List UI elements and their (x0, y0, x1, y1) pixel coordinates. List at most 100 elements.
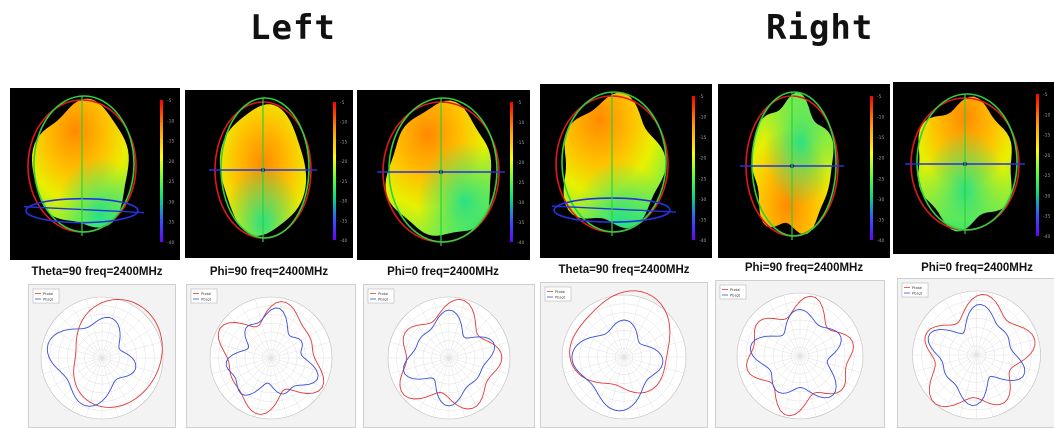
polar-legend-label: Pbsgt (378, 298, 389, 302)
colorbar-tick-label: -35 (340, 218, 347, 224)
colorbar (692, 96, 695, 240)
polar-legend-label: Ptotal (555, 290, 565, 294)
polar-legend-label: Ptotal (730, 288, 740, 292)
colorbar-tick-label: -40 (517, 240, 524, 246)
pattern-3d-right-theta90: -5 -10 -15 -20 -25 -30 -35 -40 (540, 84, 712, 258)
colorbar-tick-label: -25 (1043, 173, 1050, 179)
colorbar-tick-label: -10 (877, 115, 884, 121)
colorbar-tick-label: -35 (1043, 214, 1050, 220)
colorbar-tick-label: -5 (167, 98, 172, 104)
polar-trace-secondary (749, 308, 842, 399)
pattern-3d-left-phi0: -5 -10 -15 -20 -25 -30 -35 -40 (357, 90, 530, 260)
polar-legend: Ptotal Pbsgt (32, 288, 60, 304)
colorbar-tick-label: -30 (167, 199, 174, 205)
colorbar-tick-label: -35 (699, 217, 706, 223)
colorbar-tick-label: -40 (1043, 234, 1050, 240)
colorbar-tick-label: -10 (517, 120, 524, 126)
colorbar-tick-label: -5 (340, 100, 345, 106)
colorbar-tick-label: -15 (340, 139, 347, 145)
pattern-3d-right-phi90: -5 -10 -15 -20 -25 -30 -35 -40 (718, 84, 890, 258)
polar-legend: Ptotal Pbsgt (190, 288, 218, 304)
polar-trace-total (73, 298, 163, 408)
pattern-3d-right-phi0: -5 -10 -15 -20 -25 -30 -35 -40 (893, 82, 1054, 254)
caption-left-theta90: Theta=90 freq=2400MHz (31, 266, 163, 278)
caption-left-phi90: Phi=90 freq=2400MHz (209, 266, 329, 278)
polar-legend: Ptotal Pbsgt (367, 288, 395, 304)
polar-trace-secondary (402, 309, 496, 407)
polar-trace-secondary (571, 319, 664, 412)
colorbar (510, 102, 513, 242)
caption-right-theta90: Theta=90 freq=2400MHz (558, 264, 690, 276)
polar-trace-secondary (927, 303, 1026, 407)
polar-legend-label: Pbsgt (912, 292, 923, 296)
polar-legend-label: Ptotal (201, 292, 211, 296)
colorbar (870, 96, 873, 240)
colorbar (160, 100, 163, 242)
polar-trace-total (399, 298, 503, 410)
colorbar-tick-label: -20 (167, 159, 174, 165)
colorbar-tick-label: -40 (167, 240, 174, 246)
colorbar-tick-label: -5 (1043, 92, 1048, 98)
polar-legend-label: Ptotal (912, 286, 922, 290)
pattern-3d-left-theta90: -5 -10 -15 -20 -25 -30 -35 -40 (10, 88, 180, 260)
colorbar (1036, 94, 1039, 236)
colorbar-tick-label: -30 (1043, 193, 1050, 199)
polar-trace-total (569, 290, 671, 394)
colorbar (333, 102, 336, 240)
colorbar-tick-label: -10 (340, 120, 347, 126)
polar-trace-total (217, 301, 325, 415)
polar-legend: Ptotal Pbsgt (544, 286, 572, 302)
colorbar-tick-label: -10 (167, 118, 174, 124)
polar-left-theta90: Ptotal Pbsgt (28, 284, 176, 428)
colorbar-tick-label: -40 (699, 238, 706, 244)
colorbar-tick-label: -15 (1043, 133, 1050, 139)
left-heading: Left (250, 8, 336, 48)
polar-legend: Ptotal Pbsgt (901, 282, 929, 298)
colorbar-tick-label: -15 (167, 139, 174, 145)
colorbar-tick-label: -25 (167, 179, 174, 185)
colorbar-tick-label: -40 (877, 238, 884, 244)
polar-legend-label: Pbsgt (43, 298, 54, 302)
polar-trace-total (746, 295, 854, 417)
right-heading: Right (766, 8, 874, 48)
caption-right-phi0: Phi=0 freq=2400MHz (921, 262, 1033, 274)
colorbar-tick-label: -20 (517, 160, 524, 166)
pattern-3d-left-phi90: -5 -10 -15 -20 -25 -30 -35 -40 (185, 90, 353, 258)
colorbar-tick-label: -25 (340, 179, 347, 185)
colorbar-tick-label: -10 (699, 115, 706, 121)
colorbar-tick-label: -35 (877, 217, 884, 223)
polar-legend-label: Ptotal (43, 292, 53, 296)
colorbar-tick-label: -15 (699, 135, 706, 141)
caption-left-phi0: Phi=0 freq=2400MHz (387, 266, 499, 278)
colorbar-tick-label: -30 (699, 197, 706, 203)
colorbar-tick-label: -15 (517, 140, 524, 146)
polar-right-phi0: Ptotal Pbsgt (897, 278, 1054, 428)
colorbar-tick-label: -20 (340, 159, 347, 165)
colorbar-tick-label: -30 (517, 200, 524, 206)
colorbar-tick-label: -25 (877, 176, 884, 182)
colorbar-tick-label: -35 (517, 220, 524, 226)
polar-left-phi0: Ptotal Pbsgt (363, 284, 535, 428)
caption-right-phi90: Phi=90 freq=2400MHz (744, 262, 864, 274)
polar-left-phi90: Ptotal Pbsgt (186, 284, 356, 428)
polar-legend-label: Ptotal (378, 292, 388, 296)
polar-legend-label: Pbsgt (201, 298, 212, 302)
polar-trace-secondary (225, 307, 319, 396)
colorbar-tick-label: -30 (340, 199, 347, 205)
colorbar-tick-label: -30 (877, 197, 884, 203)
colorbar-tick-label: -5 (517, 100, 522, 106)
colorbar-tick-label: -5 (877, 94, 882, 100)
colorbar-tick-label: -25 (517, 180, 524, 186)
polar-legend-label: Pbsgt (730, 294, 741, 298)
colorbar-tick-label: -10 (1043, 112, 1050, 118)
polar-right-phi90: Ptotal Pbsgt (715, 280, 885, 428)
colorbar-tick-label: -5 (699, 94, 704, 100)
colorbar-tick-label: -20 (1043, 153, 1050, 159)
colorbar-tick-label: -20 (699, 156, 706, 162)
colorbar-tick-label: -20 (877, 156, 884, 162)
colorbar-tick-label: -25 (699, 176, 706, 182)
colorbar-tick-label: -15 (877, 135, 884, 141)
polar-legend-label: Pbsgt (555, 296, 566, 300)
polar-legend: Ptotal Pbsgt (719, 284, 747, 300)
polar-right-theta90: Ptotal Pbsgt (540, 282, 708, 428)
